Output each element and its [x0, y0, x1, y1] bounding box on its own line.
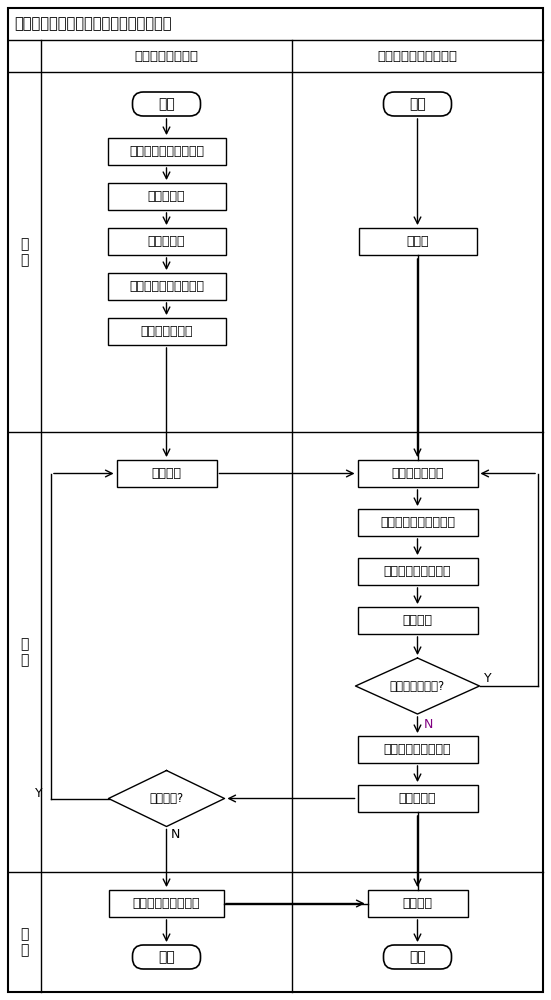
Text: Y: Y [483, 672, 491, 684]
Text: 保存单应性矩阵: 保存单应性矩阵 [141, 325, 193, 338]
Text: 视频采集: 视频采集 [152, 467, 181, 480]
FancyBboxPatch shape [109, 890, 224, 917]
Text: N: N [170, 828, 180, 841]
FancyBboxPatch shape [358, 607, 478, 634]
Text: 赛
后: 赛 后 [20, 927, 29, 957]
FancyBboxPatch shape [383, 945, 451, 969]
FancyBboxPatch shape [358, 460, 478, 487]
Text: 赛
前: 赛 前 [20, 237, 29, 267]
Text: 结束: 结束 [158, 950, 175, 964]
FancyBboxPatch shape [383, 92, 451, 116]
Text: 获取视频帧图像: 获取视频帧图像 [391, 467, 444, 480]
Text: 继续采集?: 继续采集? [149, 792, 183, 805]
FancyBboxPatch shape [107, 228, 225, 255]
Text: 打开（初始化）摄像机: 打开（初始化）摄像机 [129, 145, 204, 158]
FancyBboxPatch shape [132, 92, 201, 116]
Polygon shape [355, 658, 479, 714]
FancyBboxPatch shape [359, 228, 477, 255]
Text: 竞赛视频采集模块: 竞赛视频采集模块 [134, 49, 198, 62]
Text: 赛
中: 赛 中 [20, 637, 29, 667]
Text: 释放资源: 释放资源 [402, 897, 433, 910]
FancyBboxPatch shape [107, 183, 225, 210]
FancyBboxPatch shape [358, 558, 478, 585]
Text: 结束: 结束 [409, 950, 426, 964]
FancyBboxPatch shape [368, 890, 467, 917]
Text: 开始: 开始 [409, 97, 426, 111]
FancyBboxPatch shape [358, 785, 478, 812]
Text: 调整摄像机: 调整摄像机 [148, 190, 185, 203]
FancyBboxPatch shape [358, 736, 478, 763]
Text: 计算乒乓球落点坐标: 计算乒乓球落点坐标 [383, 743, 451, 756]
Text: N: N [424, 718, 433, 730]
Polygon shape [109, 770, 224, 826]
Text: Y: Y [35, 787, 43, 800]
Text: 竞赛基础数据获取模块: 竞赛基础数据获取模块 [377, 49, 457, 62]
Text: 是否读取下一帧?: 是否读取下一帧? [390, 680, 445, 692]
FancyBboxPatch shape [107, 318, 225, 345]
Text: 初始化: 初始化 [406, 235, 429, 248]
FancyBboxPatch shape [8, 8, 543, 992]
Text: 开始: 开始 [158, 97, 175, 111]
Text: 保存数据库: 保存数据库 [399, 792, 436, 805]
Text: 拍摄基准点: 拍摄基准点 [148, 235, 185, 248]
Text: 停止采集，释放资源: 停止采集，释放资源 [133, 897, 200, 910]
FancyBboxPatch shape [107, 138, 225, 165]
FancyBboxPatch shape [107, 273, 225, 300]
Text: 计算乒乓球相对坐标: 计算乒乓球相对坐标 [383, 565, 451, 578]
FancyBboxPatch shape [116, 460, 217, 487]
Text: 保存坐标: 保存坐标 [402, 614, 433, 627]
FancyBboxPatch shape [358, 509, 478, 536]
Text: 从图像中识别出乒乓球: 从图像中识别出乒乓球 [380, 516, 455, 529]
Text: 获取摄像机单应性矩阵: 获取摄像机单应性矩阵 [129, 280, 204, 293]
Text: 竞赛视频实时采集与处理系统工作流程图: 竞赛视频实时采集与处理系统工作流程图 [14, 16, 171, 31]
FancyBboxPatch shape [132, 945, 201, 969]
